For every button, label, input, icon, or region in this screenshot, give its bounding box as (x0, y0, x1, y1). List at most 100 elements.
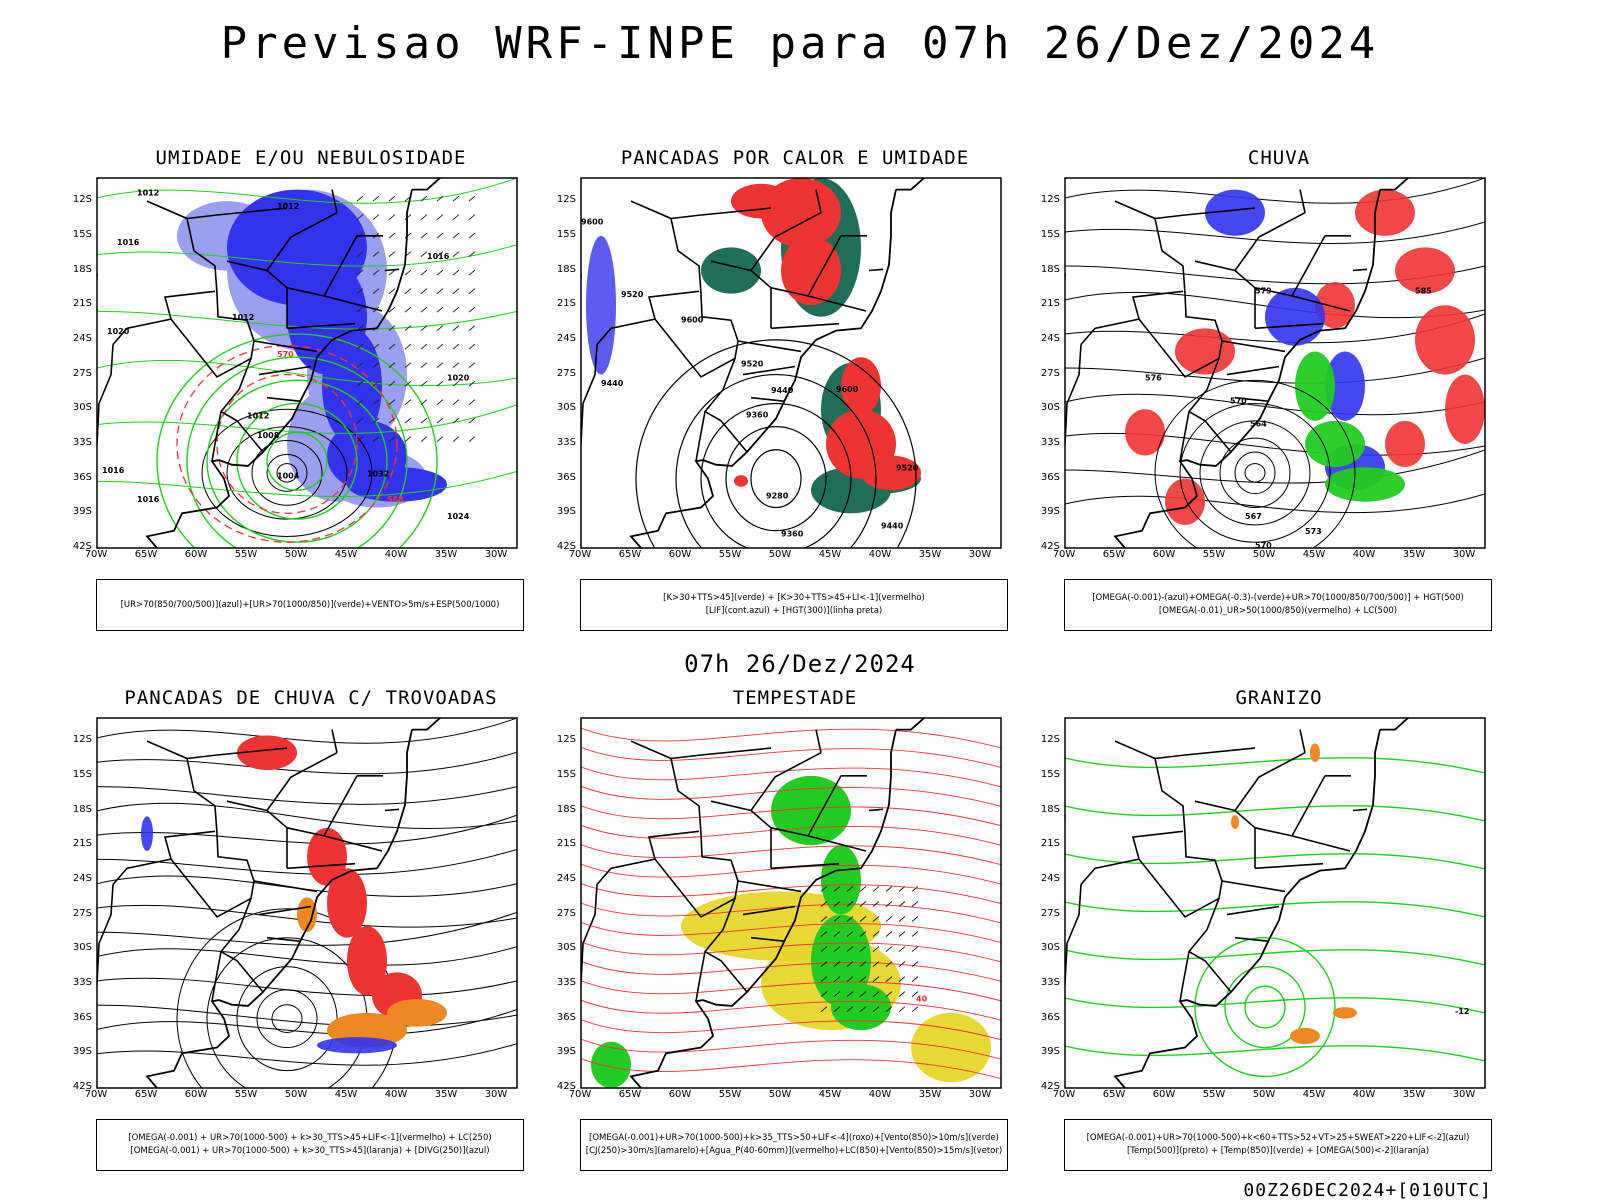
weather-area (586, 235, 616, 375)
border-line (1234, 936, 1269, 942)
wind-vector (846, 1006, 854, 1013)
wind-vector (356, 251, 364, 257)
border-line (737, 880, 802, 893)
wind-vector (859, 1006, 867, 1013)
weather-area (141, 816, 153, 851)
border-line (1114, 740, 1223, 1002)
border-line (1131, 830, 1184, 860)
contour-line (635, 339, 917, 548)
longitude-tick-label: 35W (434, 549, 458, 560)
wind-vector (911, 901, 919, 907)
wind-vector (388, 380, 396, 387)
contour-label: 9520 (621, 290, 644, 299)
latitude-tick-label: 42S (72, 1081, 92, 1092)
coastline (629, 189, 897, 548)
border-line (226, 260, 268, 272)
wind-vector (898, 976, 906, 982)
longitude-tick-label: 50W (1252, 1089, 1276, 1100)
wind-vector (388, 214, 396, 220)
contour-label: 570 (1255, 541, 1272, 549)
wind-vector (436, 343, 444, 350)
border-line (1154, 747, 1256, 760)
contour-line (271, 1004, 303, 1033)
border-line (163, 290, 216, 320)
longitude-tick-label: 45W (1302, 1089, 1326, 1100)
wind-vector (372, 362, 380, 368)
contour-label: 585 (1415, 287, 1432, 296)
latitude-tick-label: 33S (556, 436, 576, 448)
border-line (1254, 235, 1326, 329)
longitude-tick-label: 65W (134, 1089, 158, 1100)
latitude-tick-label: 15S (1040, 228, 1060, 240)
longitude-tick-label: 30W (968, 549, 992, 560)
wind-vector (388, 399, 396, 405)
contour-label: 1012 (277, 202, 299, 211)
panel-legend: [UR>70(850/700/500)](azul)+[UR>70(1000/8… (96, 579, 524, 631)
wind-vector (420, 362, 428, 368)
wind-vector (885, 991, 893, 998)
contour-label: 576 (1145, 373, 1162, 382)
latitude-tick-label: 39S (1040, 506, 1060, 518)
wind-vector (436, 232, 444, 239)
weather-map: 12S 15S 18S 21S 24S 27S 30S 33S 36S 39S 42S 70W 65W 6… (73, 717, 526, 1100)
legend-line: [OMEGA(-0.01)_UR>50(1000/850)(vermelho) … (1158, 606, 1398, 616)
streamline (97, 404, 517, 434)
wind-vector (820, 1006, 828, 1013)
wind-vector (372, 269, 380, 276)
contour-line (176, 345, 398, 543)
wind-vector (898, 1006, 906, 1013)
legend-line: [UR>70(850/700/500)](azul)+[UR>70(1000/8… (120, 599, 500, 610)
longitude-tick-label: 40W (868, 549, 892, 560)
weather-area (1355, 189, 1415, 236)
contour-line (1065, 949, 1485, 966)
streamline (581, 805, 1001, 827)
longitude-tick-label: 45W (334, 549, 358, 560)
streamline (581, 824, 1001, 846)
streamline (97, 875, 517, 897)
border-line (186, 207, 288, 220)
streamline (1065, 357, 1485, 384)
weather-area (701, 247, 761, 294)
latitude-tick-label: 42S (556, 541, 576, 552)
contour-line (266, 453, 308, 492)
weather-area (1325, 467, 1405, 502)
border-line (1352, 268, 1368, 272)
border-line (286, 775, 358, 869)
streamline (1065, 221, 1485, 244)
border-line (112, 858, 252, 918)
wind-vector (436, 251, 444, 257)
weather-area (1385, 420, 1425, 468)
legend-line: [K>30+TTS>45](verde) + [K>30+TTS>45+LI<-… (663, 593, 925, 603)
wind-vector (885, 961, 893, 967)
longitude-tick-label: 60W (1152, 1089, 1176, 1100)
streamline (581, 747, 1001, 768)
coastline (145, 729, 413, 1088)
border-line (266, 396, 301, 402)
contour-label: 40 (916, 994, 928, 1003)
wind-vector (468, 343, 476, 350)
wind-vector (436, 380, 444, 387)
legend-line: [OMEGA(-0.001) + UR>70(1000-500) + k>30_… (130, 1146, 490, 1156)
wind-vector (468, 417, 476, 424)
longitude-tick-label: 40W (1352, 1089, 1376, 1100)
map-frame (96, 717, 518, 1089)
weather-area (1415, 305, 1475, 375)
wind-vector (859, 931, 867, 937)
latitude-tick-label: 15S (72, 228, 92, 240)
border-line (1188, 950, 1232, 993)
weather-area (387, 998, 447, 1027)
latitude-tick-label: 27S (1040, 367, 1060, 379)
contour-label: 1016 (137, 495, 160, 504)
latitude-tick-label: 27S (556, 367, 576, 379)
border-line (253, 340, 318, 353)
latitude-tick-label: 36S (1040, 471, 1060, 483)
wind-vector (846, 961, 854, 967)
wind-vector (356, 399, 364, 405)
contour-line (1154, 379, 1356, 548)
wind-vector (820, 991, 828, 998)
wind-vector (452, 436, 460, 442)
border-line (226, 800, 268, 812)
longitude-tick-label: 65W (618, 1089, 642, 1100)
wind-vector (820, 931, 828, 937)
wind-vector (885, 946, 893, 952)
